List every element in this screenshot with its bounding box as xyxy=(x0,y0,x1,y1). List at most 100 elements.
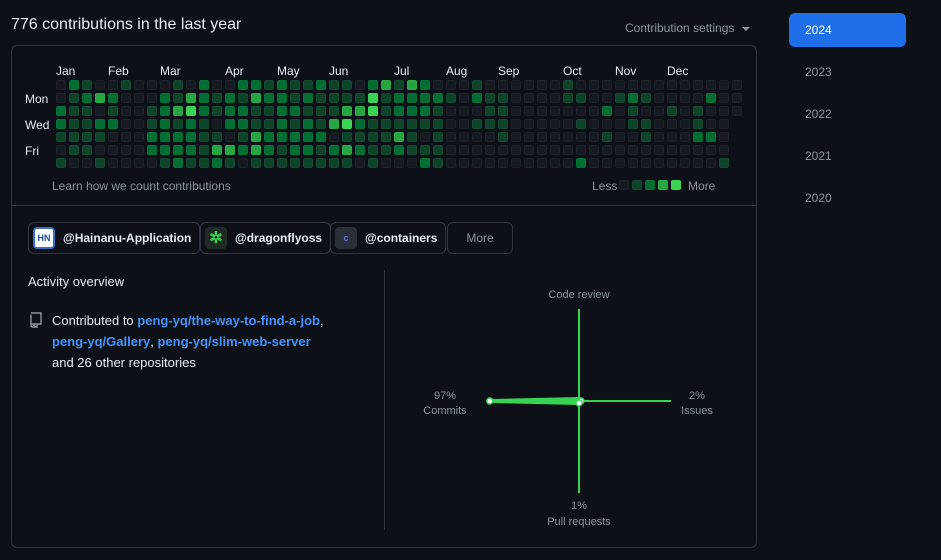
contribution-day-cell[interactable] xyxy=(628,145,638,155)
contribution-day-cell[interactable] xyxy=(537,145,547,155)
contribution-day-cell[interactable] xyxy=(316,145,326,155)
contribution-day-cell[interactable] xyxy=(277,80,287,90)
contribution-day-cell[interactable] xyxy=(56,106,66,116)
contribution-day-cell[interactable] xyxy=(134,158,144,168)
contribution-day-cell[interactable] xyxy=(95,145,105,155)
contribution-day-cell[interactable] xyxy=(121,145,131,155)
contribution-day-cell[interactable] xyxy=(303,80,313,90)
contribution-day-cell[interactable] xyxy=(706,158,716,168)
contribution-day-cell[interactable] xyxy=(69,106,79,116)
contribution-day-cell[interactable] xyxy=(355,145,365,155)
contribution-day-cell[interactable] xyxy=(160,132,170,142)
contribution-day-cell[interactable] xyxy=(69,93,79,103)
contribution-day-cell[interactable] xyxy=(485,93,495,103)
contribution-day-cell[interactable] xyxy=(563,119,573,129)
contribution-day-cell[interactable] xyxy=(641,93,651,103)
contribution-day-cell[interactable] xyxy=(121,132,131,142)
contribution-day-cell[interactable] xyxy=(472,80,482,90)
contribution-day-cell[interactable] xyxy=(576,119,586,129)
contribution-day-cell[interactable] xyxy=(394,106,404,116)
contribution-day-cell[interactable] xyxy=(381,132,391,142)
contribution-day-cell[interactable] xyxy=(355,93,365,103)
org-filter-hainanu[interactable]: HN @Hainanu-Application xyxy=(28,222,201,254)
contribution-day-cell[interactable] xyxy=(264,80,274,90)
contribution-day-cell[interactable] xyxy=(589,93,599,103)
contribution-day-cell[interactable] xyxy=(719,158,729,168)
contribution-day-cell[interactable] xyxy=(719,80,729,90)
contribution-day-cell[interactable] xyxy=(420,106,430,116)
contribution-day-cell[interactable] xyxy=(173,106,183,116)
contribution-day-cell[interactable] xyxy=(732,93,742,103)
contribution-day-cell[interactable] xyxy=(563,132,573,142)
contribution-day-cell[interactable] xyxy=(225,93,235,103)
contribution-day-cell[interactable] xyxy=(303,132,313,142)
contribution-day-cell[interactable] xyxy=(303,145,313,155)
contribution-day-cell[interactable] xyxy=(537,158,547,168)
contribution-day-cell[interactable] xyxy=(134,93,144,103)
contribution-day-cell[interactable] xyxy=(498,80,508,90)
contribution-day-cell[interactable] xyxy=(186,145,196,155)
contribution-day-cell[interactable] xyxy=(459,158,469,168)
contribution-day-cell[interactable] xyxy=(576,106,586,116)
contribution-day-cell[interactable] xyxy=(680,145,690,155)
contribution-day-cell[interactable] xyxy=(342,119,352,129)
contribution-day-cell[interactable] xyxy=(186,119,196,129)
contribution-day-cell[interactable] xyxy=(602,119,612,129)
repo-link[interactable]: peng-yq/slim-web-server xyxy=(157,334,311,349)
repo-link[interactable]: peng-yq/Gallery xyxy=(52,334,151,349)
contribution-day-cell[interactable] xyxy=(212,145,222,155)
contribution-day-cell[interactable] xyxy=(121,158,131,168)
contribution-day-cell[interactable] xyxy=(719,93,729,103)
contribution-day-cell[interactable] xyxy=(641,132,651,142)
contribution-day-cell[interactable] xyxy=(95,93,105,103)
contribution-day-cell[interactable] xyxy=(693,119,703,129)
contribution-day-cell[interactable] xyxy=(199,80,209,90)
contribution-day-cell[interactable] xyxy=(147,106,157,116)
contribution-day-cell[interactable] xyxy=(628,132,638,142)
contribution-day-cell[interactable] xyxy=(277,106,287,116)
contribution-day-cell[interactable] xyxy=(199,145,209,155)
contribution-day-cell[interactable] xyxy=(212,80,222,90)
contribution-day-cell[interactable] xyxy=(472,106,482,116)
contribution-day-cell[interactable] xyxy=(485,119,495,129)
contribution-day-cell[interactable] xyxy=(511,145,521,155)
contribution-day-cell[interactable] xyxy=(576,132,586,142)
contribution-day-cell[interactable] xyxy=(615,80,625,90)
contribution-day-cell[interactable] xyxy=(407,93,417,103)
contribution-day-cell[interactable] xyxy=(342,132,352,142)
contribution-day-cell[interactable] xyxy=(264,158,274,168)
contribution-day-cell[interactable] xyxy=(355,80,365,90)
contribution-day-cell[interactable] xyxy=(498,145,508,155)
contribution-day-cell[interactable] xyxy=(446,119,456,129)
contribution-day-cell[interactable] xyxy=(329,145,339,155)
contribution-day-cell[interactable] xyxy=(329,93,339,103)
learn-contributions-link[interactable]: Learn how we count contributions xyxy=(52,179,231,193)
contribution-day-cell[interactable] xyxy=(303,119,313,129)
contribution-day-cell[interactable] xyxy=(342,145,352,155)
contribution-day-cell[interactable] xyxy=(108,119,118,129)
contribution-day-cell[interactable] xyxy=(615,145,625,155)
contribution-day-cell[interactable] xyxy=(316,106,326,116)
contribution-day-cell[interactable] xyxy=(251,145,261,155)
contribution-day-cell[interactable] xyxy=(654,132,664,142)
contribution-day-cell[interactable] xyxy=(290,158,300,168)
contribution-day-cell[interactable] xyxy=(589,145,599,155)
contribution-day-cell[interactable] xyxy=(420,80,430,90)
contribution-day-cell[interactable] xyxy=(394,158,404,168)
contribution-day-cell[interactable] xyxy=(459,132,469,142)
contribution-day-cell[interactable] xyxy=(147,93,157,103)
contribution-day-cell[interactable] xyxy=(394,132,404,142)
contribution-day-cell[interactable] xyxy=(563,93,573,103)
contribution-day-cell[interactable] xyxy=(173,132,183,142)
contribution-day-cell[interactable] xyxy=(407,158,417,168)
contribution-day-cell[interactable] xyxy=(95,119,105,129)
contribution-day-cell[interactable] xyxy=(225,119,235,129)
contribution-day-cell[interactable] xyxy=(641,145,651,155)
contribution-day-cell[interactable] xyxy=(433,158,443,168)
contribution-day-cell[interactable] xyxy=(485,80,495,90)
contribution-day-cell[interactable] xyxy=(602,93,612,103)
contribution-day-cell[interactable] xyxy=(199,106,209,116)
contribution-day-cell[interactable] xyxy=(251,80,261,90)
contribution-day-cell[interactable] xyxy=(368,106,378,116)
contribution-day-cell[interactable] xyxy=(524,106,534,116)
